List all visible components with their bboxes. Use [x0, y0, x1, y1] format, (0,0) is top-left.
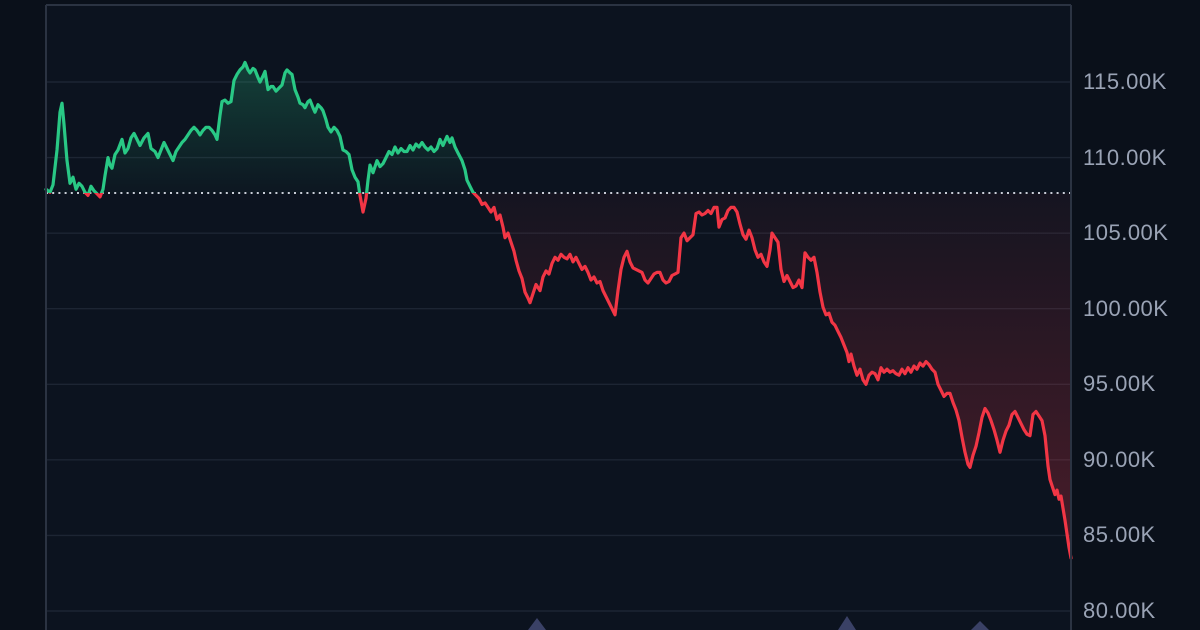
price-line-down [48, 192, 1073, 560]
area-fill-down [46, 192, 1071, 559]
area-fill-up [46, 62, 474, 193]
volume-bar [971, 621, 989, 630]
y-axis-label: 115.00K [1083, 69, 1167, 94]
volume-bar [838, 616, 856, 630]
y-axis-label: 105.00K [1083, 220, 1169, 246]
volume-bar [528, 618, 546, 630]
volume-bars [528, 616, 989, 630]
y-axis-label: 85.00K [1083, 522, 1156, 548]
y-axis-label: 110.00K [1083, 144, 1167, 170]
y-axis-label: 95.00K [1083, 371, 1156, 397]
y-axis-label: 90.00K [1083, 446, 1156, 472]
chart-frame [45, 4, 1072, 630]
y-axis-label: 100.00K [1083, 295, 1169, 321]
price-line-up [44, 60, 476, 193]
y-axis-label: 80.00K [1083, 598, 1156, 623]
